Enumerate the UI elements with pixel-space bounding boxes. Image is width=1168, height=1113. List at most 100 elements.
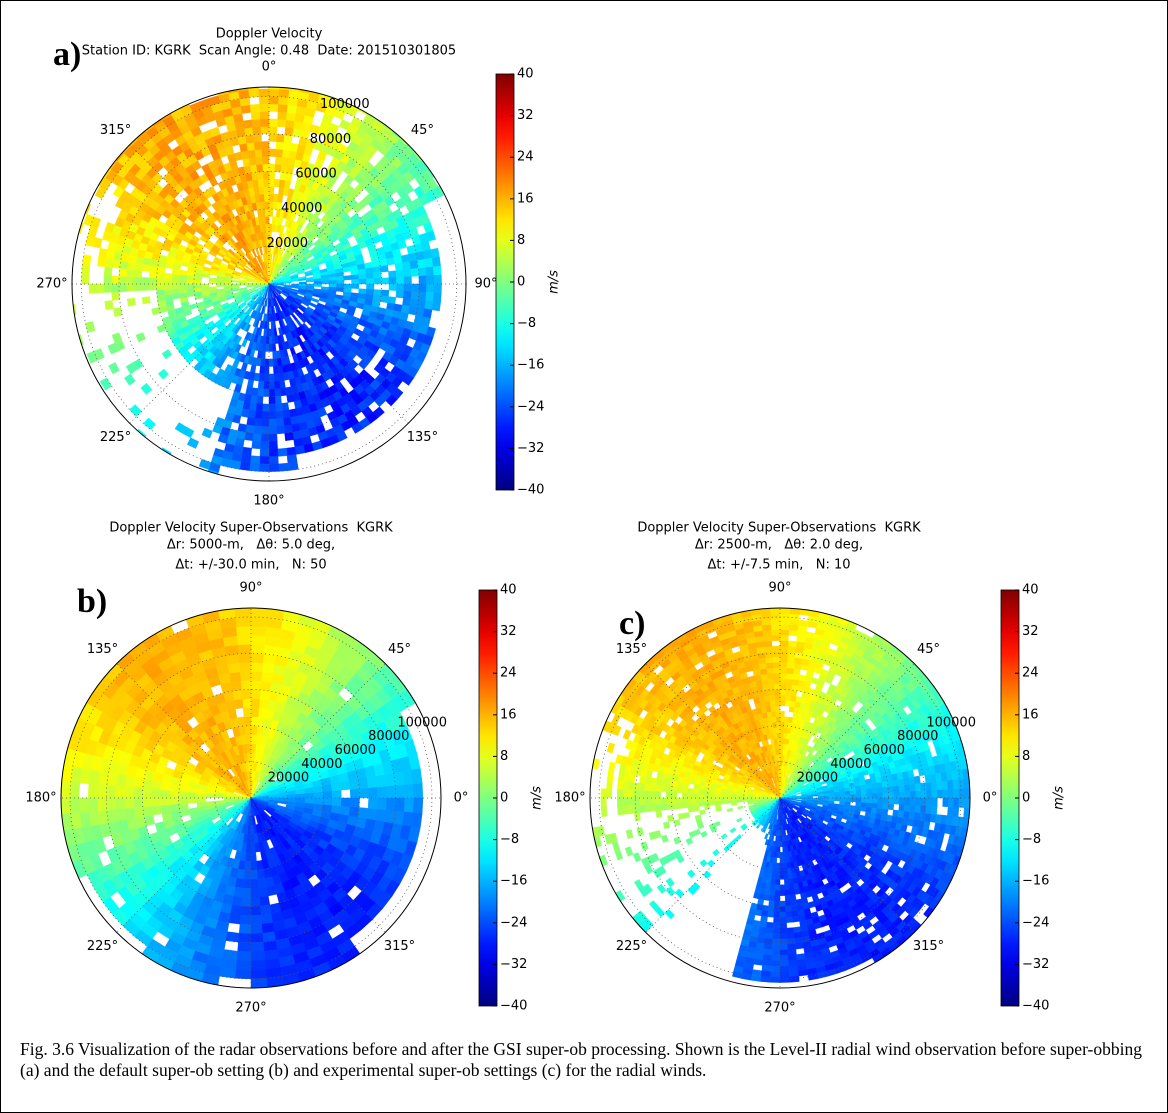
colorbar-tick-label: −24 [500,915,527,930]
colorbar-tick-label: −40 [500,999,527,1014]
radar-cell [179,270,187,275]
radar-cell [314,792,323,798]
radar-cell [790,701,796,707]
radar-cell [152,806,162,815]
radar-cell [238,942,251,952]
theta-tick-label: 45° [388,642,411,657]
radar-cell [251,726,257,735]
radar-cell [269,359,273,367]
radar-cell [149,278,157,284]
radar-cell [845,794,851,798]
radar-cell [323,791,332,798]
radar-cell [359,788,368,798]
radar-cell [269,381,274,389]
radar-cell [124,374,135,386]
radar-cell [263,171,269,179]
radar-cell [119,276,127,284]
radar-cell [269,396,275,404]
radar-cell [367,776,377,788]
radar-cell [142,297,150,304]
radar-cell [269,104,278,112]
radar-cell [388,271,396,278]
radar-cell [402,298,410,306]
radar-cell [872,788,878,793]
radar-cell [264,381,269,389]
radar-cell [373,272,381,278]
radar-cell [787,722,792,728]
radar-cell [157,289,165,295]
radar-cell [336,288,344,292]
radar-cell [124,798,133,809]
radar-cell [404,284,412,291]
radar-cell [111,276,119,284]
radar-cell [179,798,188,804]
radar-cell [259,247,262,255]
radar-cell [279,89,290,97]
radar-cell [276,284,284,285]
radar-cell [404,784,414,798]
radar-cell [254,187,260,195]
radar-cell [234,608,251,618]
radar-cell [104,267,112,276]
radar-cell [856,794,862,798]
radar-cell [277,119,286,127]
r-tick-label: 80000 [310,132,351,147]
radar-cell [425,300,434,309]
radar-cell [898,778,904,785]
radar-cell [142,798,151,807]
r-tick-label: 20000 [268,771,309,786]
r-tick-label: 80000 [368,729,409,744]
radar-cell [288,462,299,471]
radar-cell [248,150,256,158]
theta-tick-label: 0° [262,60,277,75]
radar-cell [877,787,883,793]
radar-cell [206,794,215,798]
radar-cell [258,179,264,187]
radar-cell [287,798,296,802]
radar-cell [244,870,251,879]
colorbar-tick-label: −8 [500,832,519,847]
radar-cell [314,284,322,287]
radar-cell [288,97,299,106]
radar-cell [265,216,269,224]
radar-cell [389,277,397,284]
radar-cell [402,262,410,270]
colorbar-label: m/s [547,270,562,294]
radar-cell [413,783,423,798]
radar-cell [164,273,172,279]
radar-cell [798,620,808,627]
radar-cell [251,753,255,762]
radar-cell [914,776,920,784]
radar-cell [251,879,259,888]
radar-cell [269,209,273,217]
radar-cell [269,426,277,434]
radar-cell [243,879,251,888]
r-tick-label: 20000 [267,236,308,251]
radar-cell [251,960,266,970]
radar-cell [241,680,251,689]
radar-cell [253,127,262,135]
radar-cell [141,277,149,284]
radar-cell [209,287,217,291]
radar-cell [368,787,377,798]
radar-cell [241,454,251,463]
radar-cell [411,291,419,299]
radar-cell [259,464,269,472]
radar-cell [262,217,266,225]
radar-cell [273,359,278,367]
radar-cell [251,112,260,120]
radar-cell [126,277,134,284]
radar-cell [910,791,916,798]
radar-cell [116,809,126,822]
radar-cell [872,793,878,798]
radar-cell [171,284,179,289]
radar-cell [245,726,251,735]
theta-tick-label: 270° [235,1001,266,1016]
radar-cell [127,262,135,270]
radar-cell [251,861,257,870]
radar-cell [134,277,142,284]
radar-cell [882,781,888,787]
radar-cell [89,284,97,293]
colorbar-tick-label: 40 [500,583,517,598]
chart-title: Doppler Velocity Super-Observations KGRK [637,521,921,536]
